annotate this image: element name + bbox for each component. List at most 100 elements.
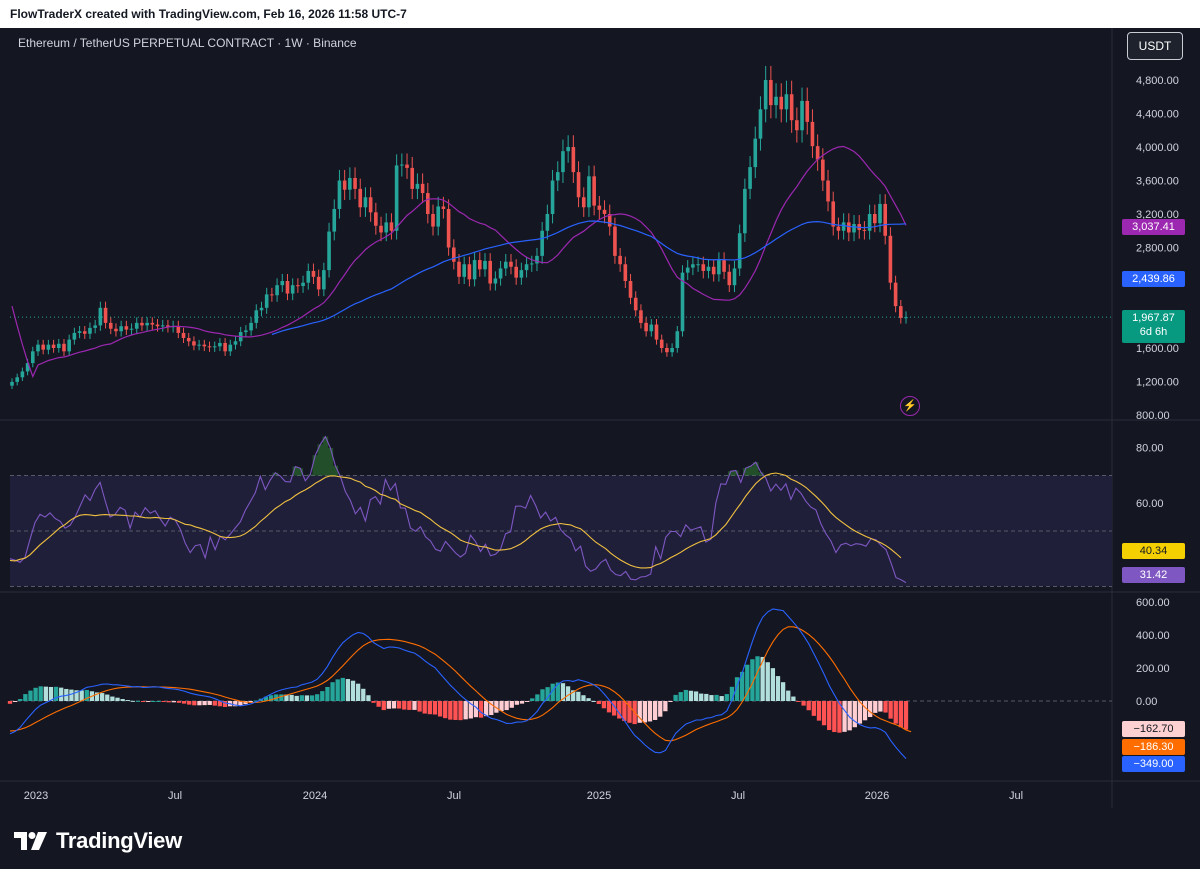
macd-histogram-bar	[893, 701, 898, 724]
macd-histogram-bar	[268, 695, 274, 701]
candle-body	[467, 264, 472, 280]
macd-histogram-bar	[852, 701, 857, 728]
candle-body	[374, 212, 378, 226]
macd-histogram-bar	[519, 701, 525, 704]
candle-body	[93, 325, 97, 328]
macd-tick-label: 0.00	[1136, 696, 1157, 708]
candle-body	[25, 363, 30, 372]
candle-body	[77, 331, 82, 333]
macd-histogram-bar	[243, 701, 248, 705]
candle-body	[452, 247, 456, 262]
price-tick-label: 1,600.00	[1136, 343, 1179, 355]
candle-body	[296, 285, 300, 287]
macd-histogram-bar	[740, 671, 745, 701]
macd-histogram-bar	[412, 701, 417, 710]
tradingview-logo[interactable]: TradingView	[14, 828, 182, 854]
candle-body	[535, 255, 539, 264]
macd-histogram-bar	[463, 701, 468, 720]
candle-body	[711, 266, 716, 275]
candle-body	[160, 325, 165, 327]
macd-histogram-bar	[161, 701, 166, 702]
macd-histogram-bar	[530, 698, 535, 701]
chart-canvas[interactable]: 4,800.00 4,400.00 4,000.00 3,600.00 3,200.00…	[0, 28, 1200, 808]
candle-body	[571, 147, 576, 173]
macd-histogram-bar	[555, 682, 560, 701]
candle-body	[670, 348, 674, 353]
candle-body	[264, 294, 269, 308]
macd-histogram-bar	[571, 690, 576, 701]
macd-histogram-bar	[862, 701, 868, 721]
macd-histogram-bar	[873, 701, 878, 713]
macd-histogram-bar	[330, 682, 335, 701]
candle-body	[566, 147, 570, 152]
macd-histogram-bar	[719, 696, 724, 701]
macd-histogram-bar	[248, 701, 253, 703]
candle-body	[410, 167, 415, 189]
candle-body	[540, 230, 544, 256]
macd-histogram-bar	[110, 696, 115, 701]
macd-histogram-bar	[663, 701, 668, 712]
candle-body	[498, 268, 503, 279]
candle-body	[358, 188, 363, 208]
macd-histogram-bar	[320, 691, 325, 701]
macd-histogram-bar	[745, 664, 750, 701]
macd-histogram-bar	[325, 686, 330, 701]
candle-body	[186, 337, 191, 342]
time-axis-label: Jul	[731, 790, 745, 802]
candle-body	[280, 281, 285, 286]
macd-histogram-bar	[448, 701, 453, 720]
macd-histogram-bar	[821, 701, 827, 726]
macd-histogram-bar	[489, 701, 494, 716]
candle-body	[36, 344, 40, 352]
candle-body	[867, 214, 872, 231]
macd-histogram-bar	[755, 656, 760, 701]
candle-body	[883, 203, 888, 236]
macd-tick-label: 400.00	[1136, 630, 1170, 642]
candle-body	[847, 222, 851, 233]
macd-histogram-bar	[192, 701, 197, 706]
candle-body	[685, 267, 690, 273]
macd-histogram-bar	[796, 701, 801, 702]
macd-histogram-bar	[581, 695, 586, 701]
macd-histogram-bar	[130, 700, 136, 702]
macd-histogram-bar	[642, 701, 648, 723]
candle-body	[529, 263, 534, 265]
candle-body	[41, 344, 45, 350]
candle-body	[129, 328, 134, 330]
macd-histogram-bar	[263, 696, 269, 701]
candle-body	[607, 214, 612, 227]
macd-histogram-bar	[299, 695, 304, 701]
rsi-ma-line	[9, 472, 902, 569]
macd-hist-tag: −162.70	[1122, 721, 1185, 737]
macd-histogram-bar	[668, 701, 673, 702]
chart-frame[interactable]: 4,800.00 4,400.00 4,000.00 3,600.00 3,200.00…	[0, 28, 1200, 808]
macd-histogram-bar	[734, 677, 740, 701]
price-tick-label: 4,400.00	[1136, 109, 1179, 121]
candle-body	[337, 180, 342, 209]
macd-histogram-bar	[53, 686, 59, 701]
candle-body	[592, 176, 596, 206]
price-tick-label: 4,800.00	[1136, 75, 1179, 87]
bar-countdown: 6d 6h	[1139, 326, 1168, 338]
candle-body	[576, 172, 581, 198]
macd-histogram-bar	[806, 701, 811, 711]
candle-body	[155, 324, 160, 327]
currency-button[interactable]: USDT	[1127, 32, 1183, 60]
ma-slow-line	[271, 220, 907, 336]
price-tick-label: 1,200.00	[1136, 377, 1179, 389]
lightning-icon[interactable]: ⚡	[900, 396, 920, 416]
macd-histogram-bar	[309, 695, 315, 701]
time-axis-label: Jul	[168, 790, 182, 802]
candle-body	[753, 138, 758, 168]
macd-histogram-bar	[868, 701, 873, 718]
candle-body	[223, 342, 227, 352]
candle-body	[545, 214, 550, 231]
candle-body	[821, 159, 825, 181]
candle-body	[134, 322, 139, 329]
symbol-title[interactable]: Ethereum / TetherUS PERPETUAL CONTRACT ·…	[18, 36, 357, 50]
macd-histogram-bar	[601, 701, 607, 709]
candle-body	[342, 180, 347, 190]
candle-body	[831, 201, 836, 227]
candle-body	[878, 203, 882, 224]
macd-histogram-bar	[458, 701, 463, 721]
